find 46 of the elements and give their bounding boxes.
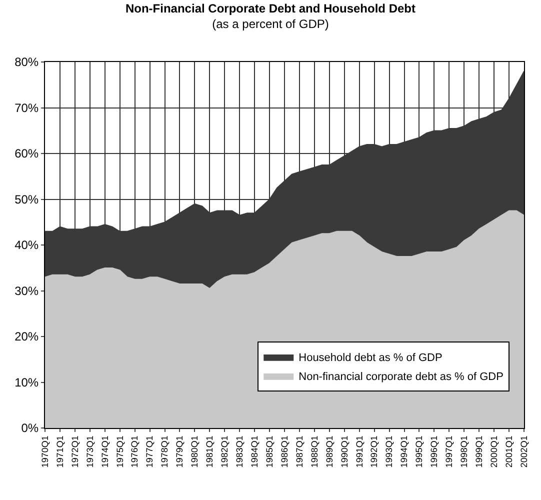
y-tick-label: 40% bbox=[14, 238, 39, 252]
x-tick-label: 1983Q1 bbox=[234, 436, 245, 468]
x-tick-label: 1998Q1 bbox=[459, 436, 470, 468]
y-tick-label: 70% bbox=[14, 100, 39, 115]
x-tick-label: 1988Q1 bbox=[309, 436, 320, 468]
x-tick-label: 1996Q1 bbox=[429, 436, 440, 468]
x-tick-label: 2001Q1 bbox=[504, 436, 514, 468]
x-tick-label: 1985Q1 bbox=[264, 436, 274, 468]
y-tick-label: 10% bbox=[14, 375, 39, 390]
x-tick-label: 1978Q1 bbox=[160, 436, 170, 468]
x-tick-label: 1987Q1 bbox=[294, 436, 304, 468]
x-tick-label: 1992Q1 bbox=[369, 436, 380, 468]
y-tick-label: 0% bbox=[21, 421, 39, 436]
x-tick-label: 1974Q1 bbox=[100, 436, 110, 468]
x-tick-label: 1997Q1 bbox=[444, 436, 454, 468]
x-tick-label: 2002Q1 bbox=[518, 436, 529, 468]
x-tick-label: 1971Q1 bbox=[54, 436, 65, 468]
x-tick-label: 1999Q1 bbox=[474, 436, 484, 468]
legend-label: Household debt as % of GDP bbox=[298, 352, 442, 364]
x-tick-label: 2000Q1 bbox=[488, 436, 499, 468]
x-tick-label: 1977Q1 bbox=[144, 436, 155, 468]
y-tick-label: 80% bbox=[14, 55, 39, 70]
y-tick-label: 30% bbox=[14, 284, 39, 298]
x-tick-label: 1994Q1 bbox=[399, 436, 410, 468]
y-tick-label: 20% bbox=[14, 330, 39, 344]
y-tick-label: 50% bbox=[14, 192, 39, 206]
chart-title: Non-Financial Corporate Debt and Household Debt bbox=[125, 2, 416, 16]
x-tick-label: 1979Q1 bbox=[174, 436, 185, 468]
x-tick-label: 1995Q1 bbox=[414, 436, 424, 468]
chart-subtitle: (as a percent of GDP) bbox=[212, 17, 329, 32]
x-tick-label: 1975Q1 bbox=[114, 436, 125, 468]
x-tick-label: 1973Q1 bbox=[84, 436, 95, 468]
x-tick-label: 1993Q1 bbox=[384, 436, 394, 468]
x-tick-label: 1981Q1 bbox=[204, 436, 215, 468]
x-tick-label: 1990Q1 bbox=[339, 436, 350, 468]
x-tick-label: 1982Q1 bbox=[220, 436, 230, 468]
x-tick-label: 1989Q1 bbox=[324, 436, 334, 468]
x-tick-label: 1970Q1 bbox=[40, 436, 50, 468]
legend-label: Non-financial corporate debt as % of GDP bbox=[298, 371, 504, 384]
y-tick-label: 60% bbox=[14, 146, 39, 161]
x-tick-label: 1976Q1 bbox=[130, 436, 140, 468]
x-tick-label: 1991Q1 bbox=[354, 436, 364, 468]
x-tick-label: 1972Q1 bbox=[70, 436, 80, 468]
x-tick-label: 1986Q1 bbox=[279, 436, 290, 468]
x-tick-label: 1984Q1 bbox=[249, 436, 260, 468]
x-tick-label: 1980Q1 bbox=[190, 436, 200, 468]
